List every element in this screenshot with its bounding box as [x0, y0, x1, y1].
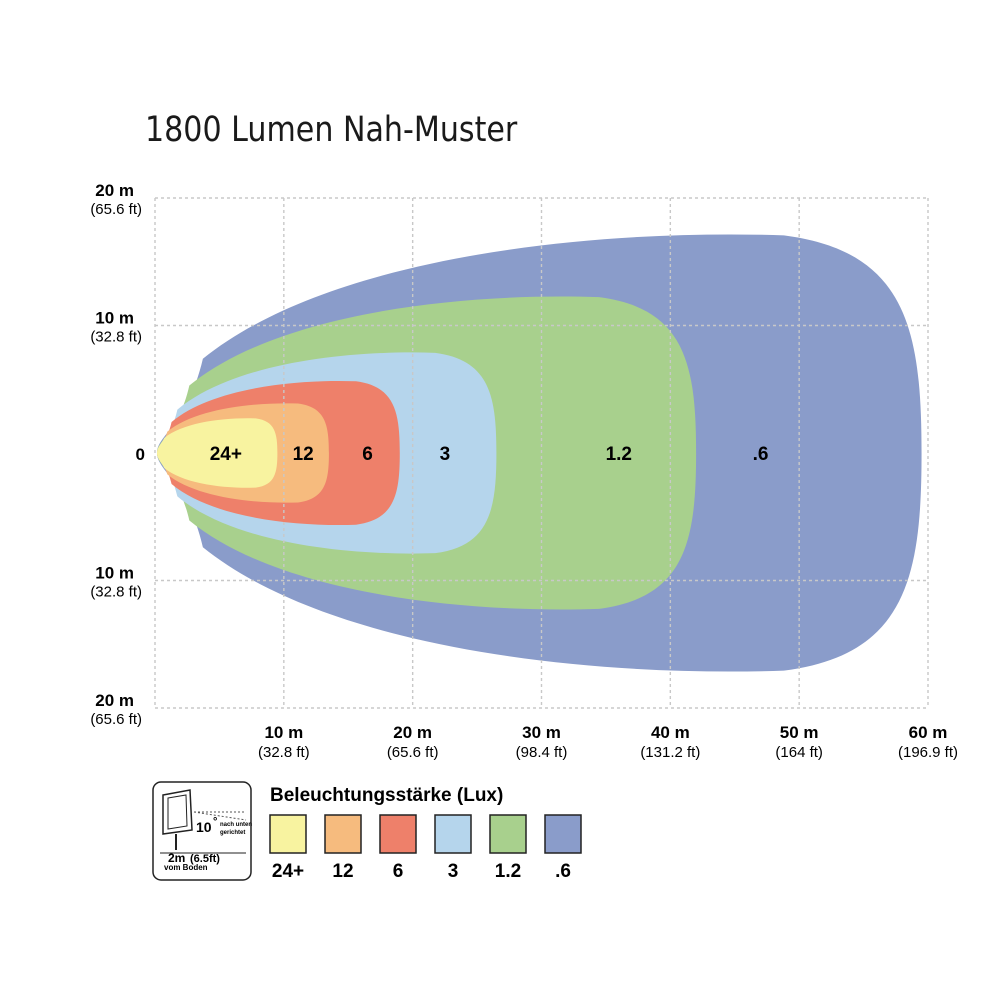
zone-label: 3 [440, 444, 451, 465]
x-tick-label: 10 m [264, 723, 303, 742]
chart-title: 1800 Lumen Nah-Muster [145, 110, 518, 150]
x-axis: 10 m (32.8 ft) 20 m (65.6 ft) 30 m (98.4 ft) 4… [258, 723, 958, 761]
mount-angle-note: gerichtet [220, 830, 245, 836]
legend: Beleuchtungsstärke (Lux) 24+ 12 6 3 1.2 .6 [269, 785, 582, 882]
x-tick-sublabel: (196.9 ft) [898, 744, 958, 761]
x-tick-label: 50 m [780, 723, 819, 742]
legend-swatch [269, 814, 307, 854]
y-axis: 20 m(65.6 ft)10 m(32.8 ft)010 m(32.8 ft)… [90, 181, 145, 728]
x-tick-label: 40 m [651, 723, 690, 742]
zone-label: 1.2 [606, 444, 632, 465]
legend-title: Beleuchtungsstärke (Lux) [270, 785, 503, 806]
zone-label: 24+ [210, 444, 242, 465]
y-tick-sublabel: (32.8 ft) [90, 584, 142, 601]
legend-swatch [434, 814, 472, 854]
mount-height-note: vom Boden [164, 863, 208, 872]
lamp-housing-icon [162, 789, 193, 835]
legend-label: 24+ [272, 861, 304, 882]
zone-label: .6 [753, 444, 769, 465]
legend-swatch [379, 814, 417, 854]
x-tick-label: 20 m [393, 723, 432, 742]
zone-label: 6 [362, 444, 373, 465]
y-tick-label: 0 [136, 445, 145, 464]
y-tick-label: 10 m [95, 564, 134, 583]
mount-height-ft: (6.5ft) [190, 853, 220, 865]
beam-zone-24plus [157, 418, 278, 488]
mount-diagram-icon: 10 ° nach unten gerichtet 2m (6.5ft)vom Boden [152, 781, 252, 881]
legend-label: 6 [393, 861, 404, 882]
y-tick-label: 10 m [95, 309, 134, 328]
zone-labels: .6 1.2 3 6 12 24+ [210, 444, 769, 465]
y-tick-sublabel: (65.6 ft) [90, 711, 142, 728]
legend-label: 3 [448, 861, 459, 882]
x-tick-sublabel: (65.6 ft) [387, 744, 439, 761]
zone-label: 12 [293, 444, 314, 465]
x-tick-sublabel: (98.4 ft) [516, 744, 568, 761]
x-tick-sublabel: (32.8 ft) [258, 744, 310, 761]
y-tick-sublabel: (32.8 ft) [90, 329, 142, 346]
x-tick-sublabel: (164 ft) [775, 744, 823, 761]
legend-swatch [489, 814, 527, 854]
mount-height-value: 2m [168, 851, 185, 865]
legend-label: .6 [555, 861, 571, 882]
x-tick-label: 30 m [522, 723, 561, 742]
y-tick-label: 20 m [95, 181, 134, 200]
mount-angle-note: nach unten [220, 822, 252, 828]
legend-swatch [544, 814, 582, 854]
beam-tilt-icon [193, 811, 247, 821]
mount-angle-unit: ° [213, 816, 217, 828]
legend-label: 12 [332, 861, 353, 882]
x-tick-sublabel: (131.2 ft) [640, 744, 700, 761]
mount-angle-value: 10 [196, 819, 212, 835]
chart-grid [154, 197, 929, 709]
y-tick-sublabel: (65.6 ft) [90, 201, 142, 218]
beam-zones [157, 234, 922, 672]
x-tick-label: 60 m [909, 723, 948, 742]
legend-label: 1.2 [495, 861, 521, 882]
lamp-lens-icon [167, 794, 188, 830]
y-tick-label: 20 m [95, 691, 134, 710]
legend-swatch [324, 814, 362, 854]
